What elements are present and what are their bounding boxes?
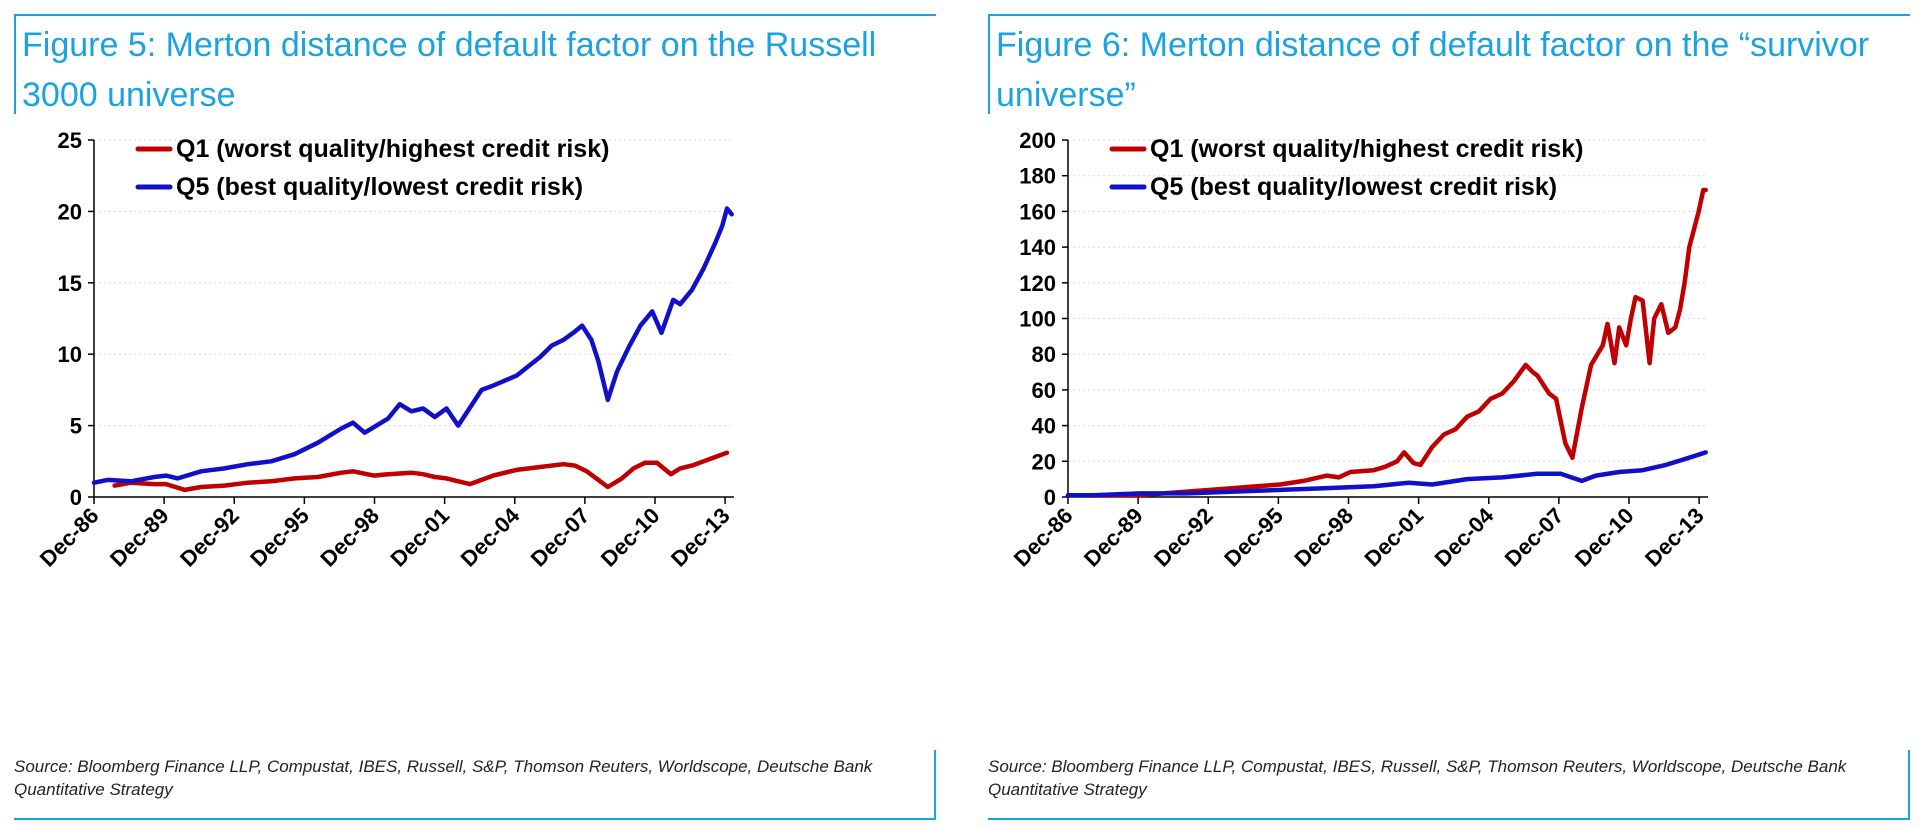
x-tick-label: Dec-86 bbox=[1009, 503, 1078, 572]
source-bottom-rule bbox=[988, 818, 1910, 820]
x-tick-label: Dec-89 bbox=[1079, 503, 1148, 572]
y-tick-label: 160 bbox=[1019, 199, 1056, 224]
legend-label: Q5 (best quality/lowest credit risk) bbox=[176, 173, 583, 201]
x-tick-label: Dec-95 bbox=[245, 503, 314, 572]
y-tick-label: 140 bbox=[1019, 235, 1056, 260]
x-tick-label: Dec-86 bbox=[35, 503, 104, 572]
series-line-q1 bbox=[112, 450, 730, 493]
x-tick-label: Dec-89 bbox=[105, 503, 174, 572]
y-tick-label: 15 bbox=[58, 271, 82, 296]
legend-label: Q5 (best quality/lowest credit risk) bbox=[1150, 173, 1557, 201]
y-tick-label: 120 bbox=[1019, 271, 1056, 296]
title-left-rule bbox=[988, 14, 990, 114]
title-left-rule bbox=[14, 14, 16, 114]
x-tick-label: Dec-13 bbox=[666, 503, 735, 572]
figure-5-chart: 0 5 10 15 20 25 Dec-86 Dec-89 Dec-92 Dec-95 Dec-98… bbox=[35, 128, 735, 572]
source-right-rule bbox=[934, 750, 936, 818]
y-tick-label: 20 bbox=[1032, 449, 1056, 474]
x-tick-label: Dec-10 bbox=[596, 503, 665, 572]
y-tick-label: 5 bbox=[70, 414, 82, 439]
x-tick-label: Dec-07 bbox=[1500, 503, 1569, 572]
x-tick-label: Dec-98 bbox=[315, 503, 384, 572]
y-tick-label: 10 bbox=[58, 342, 82, 367]
x-tick-label: Dec-98 bbox=[1289, 503, 1358, 572]
x-tick-label: Dec-92 bbox=[1149, 503, 1218, 572]
figure-title: Figure 5: Merton distance of default fac… bbox=[22, 26, 877, 114]
x-tick-label: Dec-07 bbox=[526, 503, 595, 572]
legend-label: Q1 (worst quality/highest credit risk) bbox=[1150, 135, 1583, 163]
x-tick-label: Dec-04 bbox=[456, 502, 525, 571]
y-tick-label: 180 bbox=[1019, 164, 1056, 189]
x-tick-label: Dec-13 bbox=[1640, 503, 1709, 572]
figure-6-panel: Figure 6: Merton distance of default fac… bbox=[988, 0, 1920, 827]
figure-source: Source: Bloomberg Finance LLP, Compustat… bbox=[988, 757, 1847, 799]
series-line-q1 bbox=[1065, 187, 1708, 498]
source-bottom-rule bbox=[14, 818, 936, 820]
title-top-rule bbox=[988, 14, 1910, 16]
x-tick-label: Dec-95 bbox=[1219, 503, 1288, 572]
y-tick-label: 40 bbox=[1032, 414, 1056, 439]
y-tick-label: 80 bbox=[1032, 342, 1056, 367]
y-tick-label: 60 bbox=[1032, 378, 1056, 403]
y-tick-label: 20 bbox=[58, 199, 82, 224]
y-tick-label: 0 bbox=[70, 485, 82, 510]
title-top-rule bbox=[14, 14, 936, 16]
x-tick-label: Dec-92 bbox=[175, 503, 244, 572]
figure-5-panel: Figure 5: Merton distance of default fac… bbox=[14, 0, 950, 827]
source-right-rule bbox=[1908, 750, 1910, 818]
y-tick-label: 25 bbox=[58, 128, 82, 153]
figure-title: Figure 6: Merton distance of default fac… bbox=[996, 26, 1870, 114]
series-line-q5 bbox=[91, 206, 734, 485]
legend-label: Q1 (worst quality/highest credit risk) bbox=[176, 135, 609, 163]
series-line-q5 bbox=[1065, 450, 1708, 498]
y-tick-label: 0 bbox=[1044, 485, 1056, 510]
figure-source: Source: Bloomberg Finance LLP, Compustat… bbox=[14, 757, 873, 799]
x-tick-label: Dec-01 bbox=[385, 503, 454, 572]
y-tick-label: 100 bbox=[1019, 307, 1056, 332]
x-tick-label: Dec-10 bbox=[1570, 503, 1639, 572]
x-tick-label: Dec-01 bbox=[1359, 503, 1428, 572]
x-tick-label: Dec-04 bbox=[1430, 502, 1499, 571]
y-tick-label: 200 bbox=[1019, 128, 1056, 153]
